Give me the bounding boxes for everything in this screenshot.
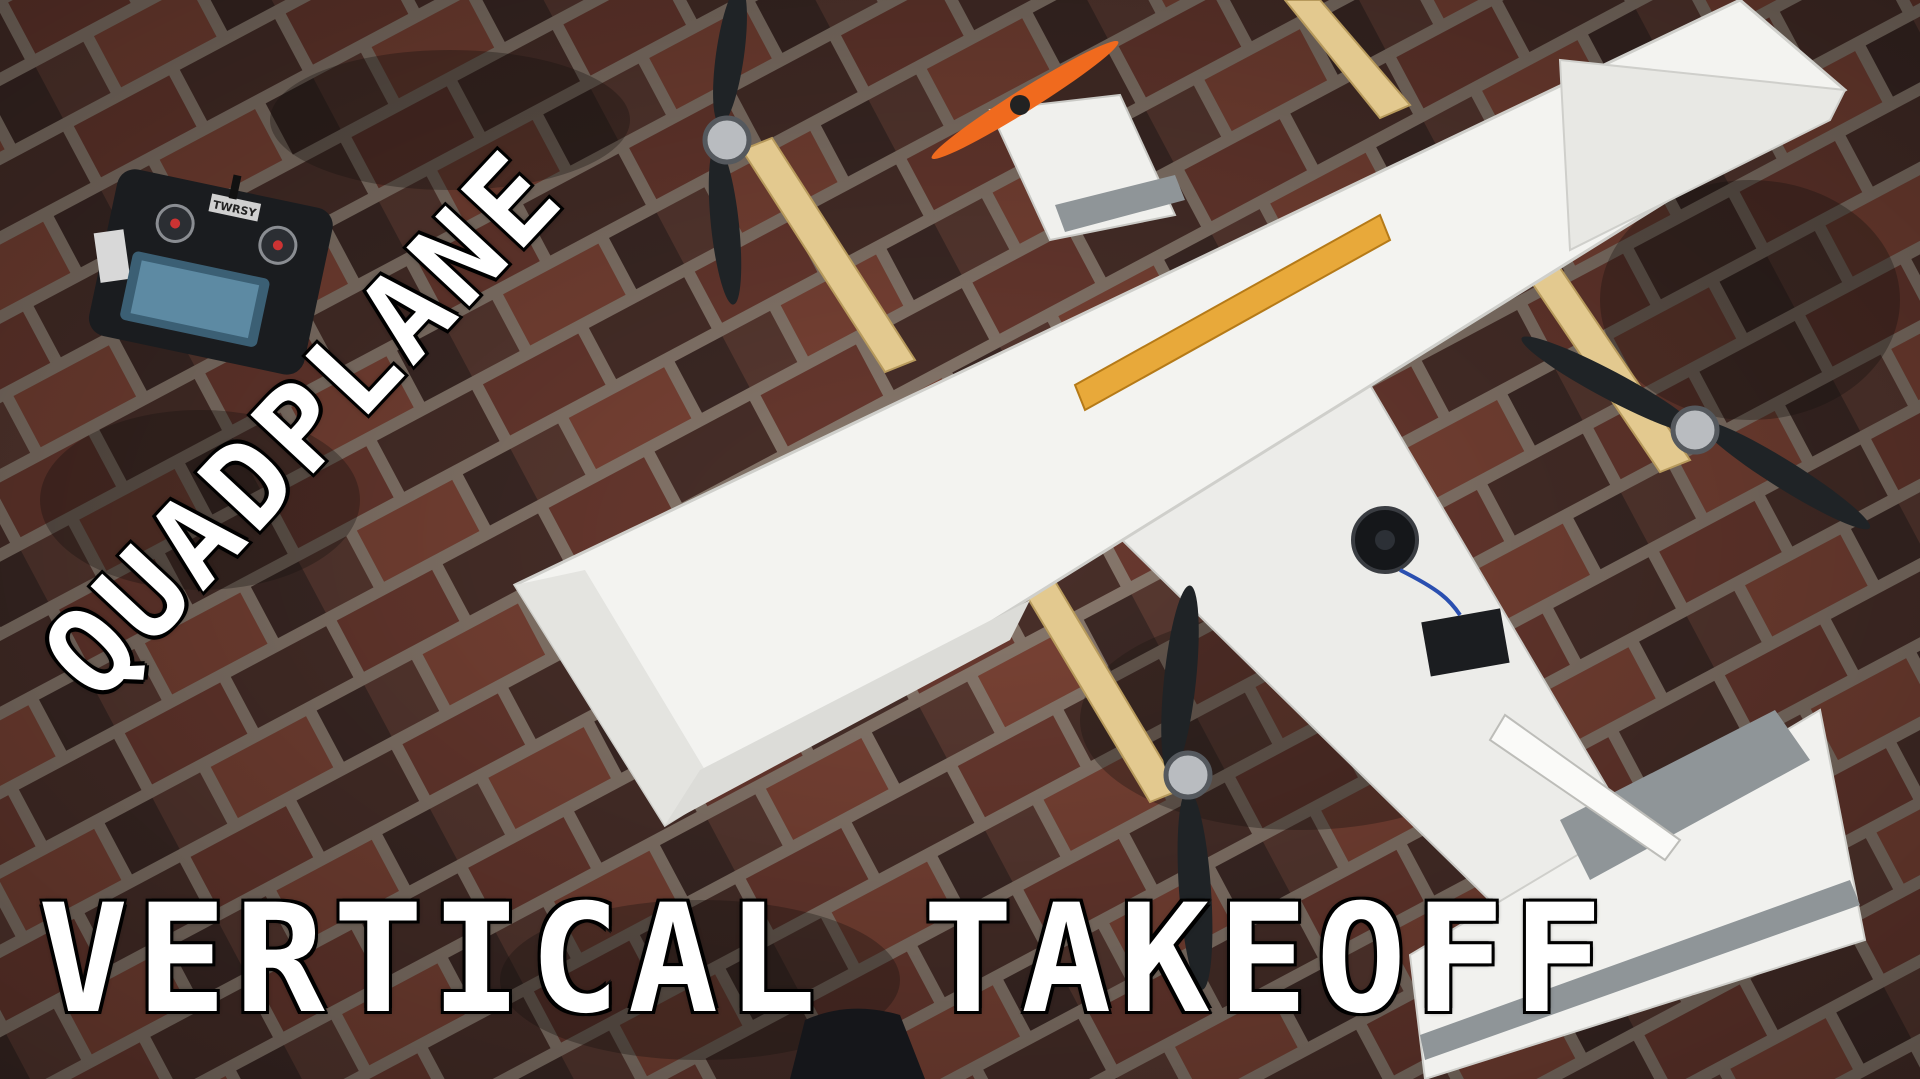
caption-vertical-takeoff: VERTICAL TAKEOFF xyxy=(36,873,1611,1047)
gps-module xyxy=(1351,506,1510,677)
propeller-nose xyxy=(931,40,1119,160)
ruler xyxy=(1073,213,1392,412)
tail-stabilizer xyxy=(1408,708,1867,1079)
main-wing xyxy=(512,0,1848,828)
dark-object xyxy=(790,1008,925,1079)
propeller-front-left xyxy=(702,0,752,305)
propeller-rear-right xyxy=(1521,336,1871,530)
rc-transmitter: TWRSY xyxy=(88,169,333,375)
propeller-rear-left xyxy=(1161,585,1213,990)
